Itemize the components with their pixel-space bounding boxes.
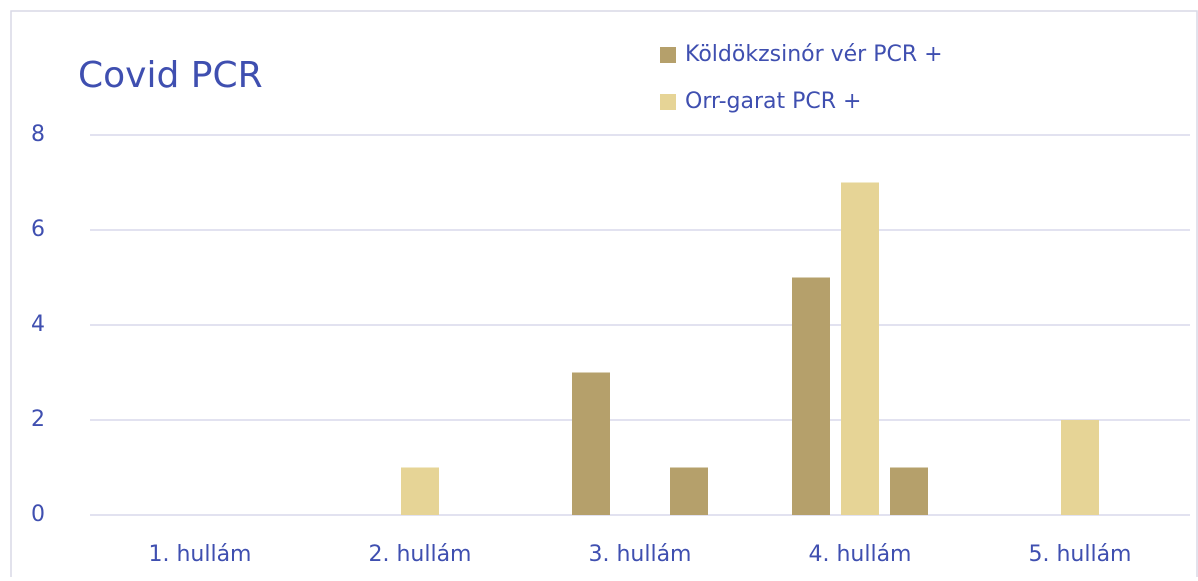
y-tick-label: 4 [31, 312, 45, 337]
legend-label: Orr-garat PCR + [685, 89, 861, 114]
x-tick-label: 4. hullám [808, 542, 911, 567]
bar [572, 372, 610, 515]
x-tick-label: 5. hullám [1028, 542, 1131, 567]
x-tick-label: 1. hullám [148, 542, 251, 567]
y-tick-label: 8 [31, 122, 45, 147]
y-tick-label: 6 [31, 217, 45, 242]
bar [841, 182, 879, 515]
bar [401, 467, 439, 515]
y-tick-label: 2 [31, 407, 45, 432]
chart-title: Covid PCR [78, 55, 263, 96]
bar [792, 277, 830, 515]
bar [1061, 420, 1099, 515]
bar [890, 467, 928, 515]
legend-label: Köldökzsinór vér PCR + [685, 42, 943, 67]
x-tick-label: 3. hullám [588, 542, 691, 567]
bar [670, 467, 708, 515]
y-tick-label: 0 [31, 502, 45, 527]
legend-swatch [660, 47, 676, 63]
x-tick-label: 2. hullám [368, 542, 471, 567]
legend-swatch [660, 94, 676, 110]
